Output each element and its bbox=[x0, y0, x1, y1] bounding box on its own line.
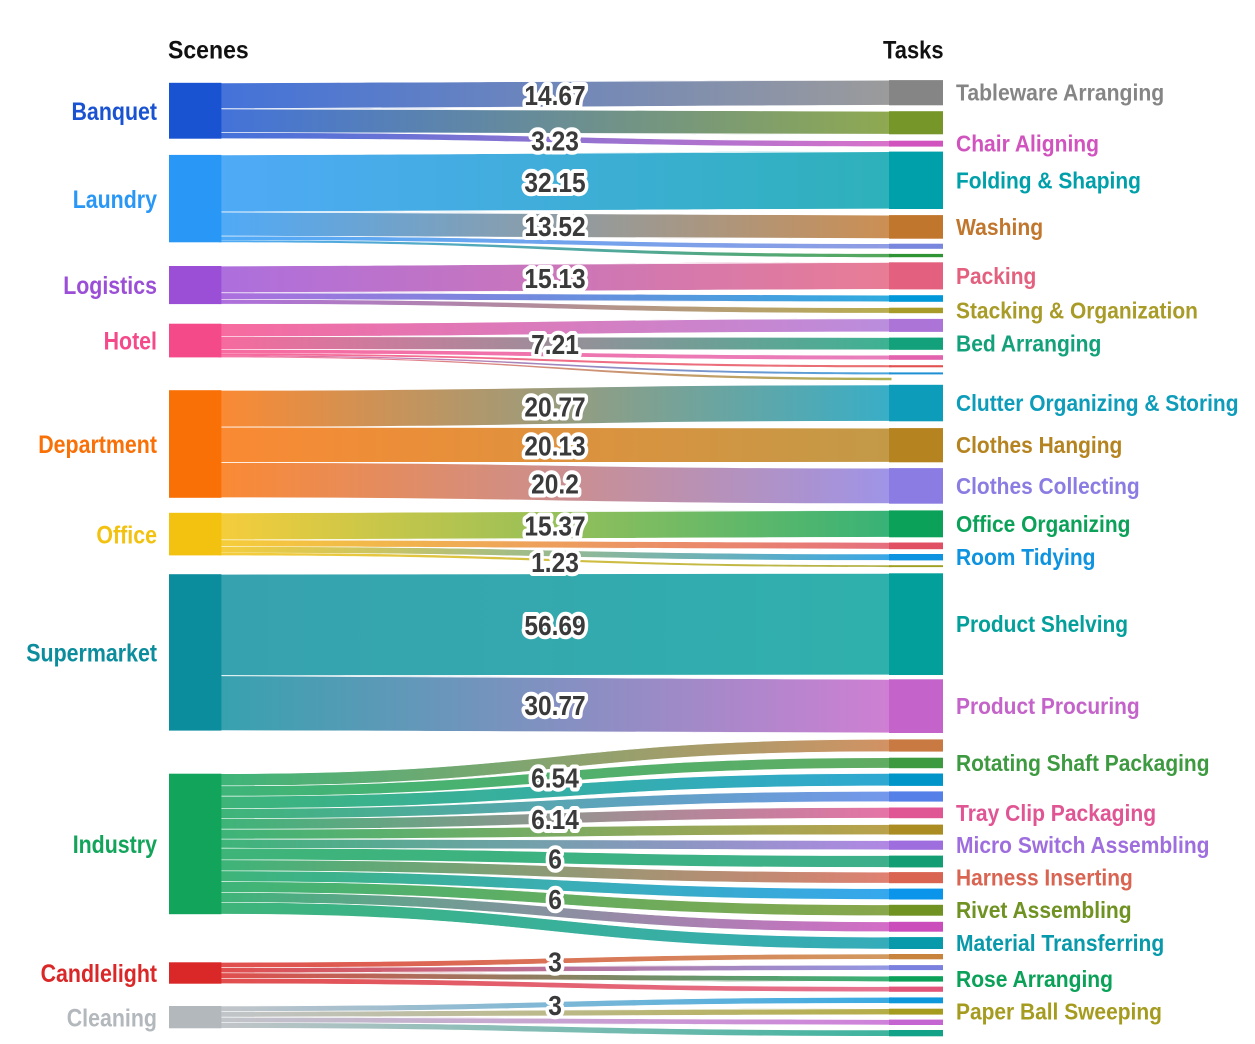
svg-text:Paper Ball Sweeping: Paper Ball Sweeping bbox=[956, 999, 1162, 1025]
svg-text:3: 3 bbox=[548, 946, 562, 977]
svg-text:Logistics: Logistics bbox=[63, 272, 157, 300]
svg-text:6: 6 bbox=[548, 843, 562, 874]
svg-text:15.13: 15.13 bbox=[524, 263, 585, 294]
svg-text:Product Procuring: Product Procuring bbox=[956, 693, 1140, 719]
svg-text:Bed Arranging: Bed Arranging bbox=[956, 331, 1101, 357]
svg-text:Rose Arranging: Rose Arranging bbox=[956, 966, 1113, 992]
svg-text:Packing: Packing bbox=[956, 263, 1036, 289]
svg-text:Department: Department bbox=[38, 431, 157, 459]
svg-text:Industry: Industry bbox=[73, 831, 157, 859]
svg-text:Office: Office bbox=[96, 521, 157, 549]
svg-text:Washing: Washing bbox=[956, 214, 1043, 240]
svg-text:Office Organizing: Office Organizing bbox=[956, 511, 1130, 537]
svg-text:20.13: 20.13 bbox=[524, 431, 585, 462]
svg-text:Candlelight: Candlelight bbox=[41, 960, 158, 988]
svg-text:Clutter Organizing & Storing: Clutter Organizing & Storing bbox=[956, 390, 1239, 416]
svg-text:Room Tidying: Room Tidying bbox=[956, 544, 1096, 570]
svg-text:30.77: 30.77 bbox=[524, 690, 585, 721]
svg-text:Tasks: Tasks bbox=[883, 37, 944, 65]
svg-text:Harness Inserting: Harness Inserting bbox=[956, 865, 1133, 891]
svg-text:3: 3 bbox=[548, 990, 562, 1021]
svg-text:Supermarket: Supermarket bbox=[26, 640, 157, 668]
svg-text:1.23: 1.23 bbox=[531, 547, 579, 578]
svg-text:Chair Aligning: Chair Aligning bbox=[956, 131, 1099, 157]
svg-text:Stacking & Organization: Stacking & Organization bbox=[956, 297, 1198, 323]
svg-text:Hotel: Hotel bbox=[104, 328, 157, 356]
svg-text:Rivet Assembling: Rivet Assembling bbox=[956, 897, 1132, 923]
svg-text:Product Shelving: Product Shelving bbox=[956, 611, 1128, 637]
svg-text:Tableware Arranging: Tableware Arranging bbox=[956, 80, 1164, 106]
svg-text:20.77: 20.77 bbox=[524, 391, 585, 422]
svg-text:6.54: 6.54 bbox=[531, 763, 579, 794]
svg-text:15.37: 15.37 bbox=[524, 511, 585, 542]
svg-text:32.15: 32.15 bbox=[524, 167, 585, 198]
svg-text:Cleaning: Cleaning bbox=[67, 1004, 157, 1032]
svg-text:Rotating Shaft Packaging: Rotating Shaft Packaging bbox=[956, 750, 1210, 776]
svg-text:Clothes Hanging: Clothes Hanging bbox=[956, 432, 1122, 458]
svg-text:Laundry: Laundry bbox=[73, 186, 157, 214]
svg-text:6: 6 bbox=[548, 884, 562, 915]
svg-text:Tray Clip Packaging: Tray Clip Packaging bbox=[956, 800, 1156, 826]
svg-text:6.14: 6.14 bbox=[531, 804, 579, 835]
svg-text:Material Transferring: Material Transferring bbox=[956, 930, 1164, 956]
svg-text:Scenes: Scenes bbox=[168, 37, 249, 65]
svg-text:14.67: 14.67 bbox=[524, 80, 585, 111]
svg-text:Banquet: Banquet bbox=[72, 98, 158, 126]
svg-text:3.23: 3.23 bbox=[531, 125, 579, 156]
svg-text:Folding & Shaping: Folding & Shaping bbox=[956, 167, 1141, 193]
svg-text:7.21: 7.21 bbox=[531, 329, 579, 360]
svg-text:56.69: 56.69 bbox=[524, 610, 585, 641]
svg-text:Clothes Collecting: Clothes Collecting bbox=[956, 473, 1140, 499]
svg-text:Micro Switch Assembling: Micro Switch Assembling bbox=[956, 832, 1210, 858]
svg-text:20.2: 20.2 bbox=[531, 469, 579, 500]
svg-text:13.52: 13.52 bbox=[524, 211, 585, 242]
